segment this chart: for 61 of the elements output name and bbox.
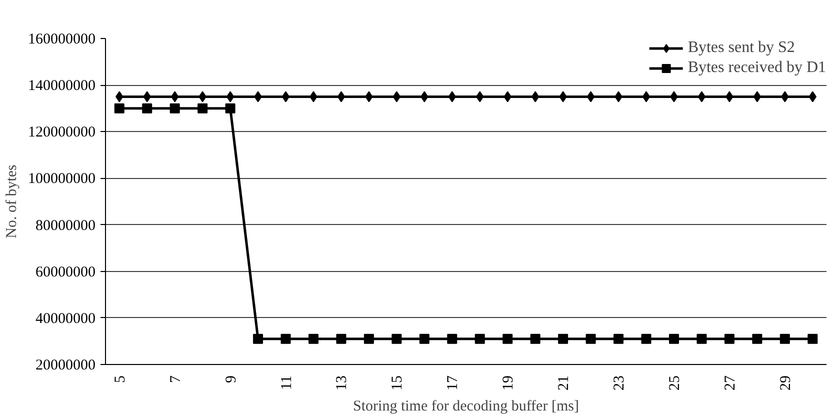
x-tick-label: 25 [666,376,683,390]
x-tick-label: 21 [556,376,572,390]
x-tick-label: 23 [612,376,628,390]
point [170,91,179,102]
point [531,91,540,102]
y-tick-label: 120000000 [28,124,96,141]
x-tick-label: 29 [778,376,794,390]
point [282,91,290,102]
point [447,334,458,344]
point [642,91,650,102]
point [225,103,236,114]
y-tick-label: 140000000 [28,78,96,94]
x-tick-label: 9 [223,376,240,383]
point [364,334,374,344]
point [668,334,679,344]
point [502,334,513,344]
point [142,103,152,114]
point [419,334,430,344]
point [308,334,318,344]
x-tick-label: 13 [334,376,350,390]
point [226,91,234,102]
point [474,334,485,344]
point [336,334,346,344]
y-tick-label: 100000000 [28,171,96,188]
y-tick-label: 20000000 [36,358,96,374]
x-axis-title: Storing time for decoding buffer [ms] [353,398,579,414]
legend-label: Bytes sent by S2 [688,39,795,57]
x-tick-label: 19 [500,376,517,390]
x-tick-label: 27 [722,375,738,390]
y-tick-label: 80000000 [36,218,96,234]
point [170,103,180,114]
y-tick-label: 160000000 [28,32,96,48]
x-tick-label: 7 [168,375,184,383]
point [586,91,595,102]
x-tick-label: 5 [112,376,128,383]
point [724,334,734,344]
point [558,334,568,344]
point [114,103,124,114]
point [808,334,818,344]
x-tick-label: 15 [390,376,406,390]
point [780,334,790,344]
point [280,334,291,344]
point [696,334,707,344]
point [392,91,401,102]
y-tick-label: 60000000 [36,264,96,280]
point [641,334,652,344]
x-tick-label: 11 [278,375,295,390]
point [698,91,706,102]
x-tick-label: 17 [445,375,462,390]
point [198,103,208,114]
point [392,334,402,344]
point [614,334,624,344]
point [586,334,596,344]
point [752,334,762,344]
point [530,334,540,344]
point [337,91,346,102]
point [253,334,264,344]
point [753,91,762,102]
y-axis-title: No. of bytes [4,164,20,238]
legend-label: Bytes received by D1 [688,59,826,77]
y-tick-label: 40000000 [36,310,96,327]
